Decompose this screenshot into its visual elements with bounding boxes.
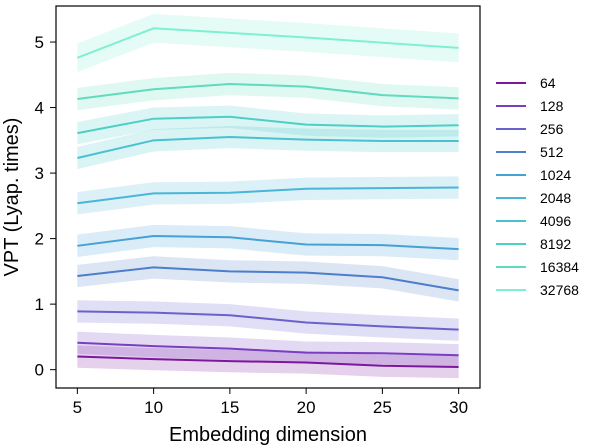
band-4096 — [77, 125, 459, 170]
line-1024 — [77, 234, 459, 251]
line-256 — [77, 310, 459, 331]
legend-label: 64 — [540, 75, 556, 91]
x-tick-label: 5 — [73, 398, 82, 417]
band-1024 — [77, 224, 459, 261]
y-tick-label: 5 — [35, 33, 44, 52]
band-512 — [77, 256, 459, 302]
legend-item-8192: 8192 — [496, 236, 571, 252]
y-tick-label: 2 — [35, 230, 44, 249]
line-512 — [77, 266, 459, 292]
legend-item-64: 64 — [496, 75, 556, 91]
line-4096 — [77, 136, 459, 159]
plot-frame — [55, 5, 481, 389]
band-128 — [77, 331, 459, 367]
band-256 — [77, 300, 459, 341]
legend-label: 128 — [540, 98, 564, 114]
series-lines — [76, 27, 459, 369]
y-tick-label: 3 — [35, 164, 44, 183]
x-tick-label: 15 — [220, 398, 239, 417]
legend-item-128: 128 — [496, 98, 564, 114]
line-16384 — [77, 82, 459, 101]
legend-item-2048: 2048 — [496, 190, 571, 206]
line-2048 — [77, 186, 459, 205]
confidence-bands — [77, 13, 459, 379]
legend-item-4096: 4096 — [496, 213, 571, 229]
line-8192 — [77, 115, 459, 135]
band-8192 — [77, 105, 459, 145]
y-tick-label: 0 — [35, 361, 44, 380]
legend-item-32768: 32768 — [496, 282, 579, 298]
x-tick-label: 20 — [297, 398, 316, 417]
x-axis-label: Embedding dimension — [169, 424, 367, 446]
legend-label: 2048 — [540, 190, 571, 206]
y-tick-label: 4 — [35, 99, 44, 118]
legend-label: 512 — [540, 144, 564, 160]
line-64 — [77, 355, 459, 369]
y-axis-label: VPT (Lyap. times) — [1, 118, 23, 277]
y-axis-ticks: 0 1 2 3 4 5 — [35, 33, 56, 380]
legend: 64 128 256 512 1024 2048 4096 8192 16384 32768 — [496, 75, 579, 298]
legend-label: 8192 — [540, 236, 571, 252]
legend-label: 1024 — [540, 167, 571, 183]
x-tick-label: 10 — [144, 398, 163, 417]
band-2048 — [77, 176, 459, 215]
legend-item-256: 256 — [496, 121, 564, 137]
legend-label: 16384 — [540, 259, 579, 275]
legend-item-1024: 1024 — [496, 167, 571, 183]
x-axis-ticks: 5 10 15 20 25 30 — [73, 388, 468, 417]
line-32768 — [76, 27, 459, 59]
legend-label: 256 — [540, 121, 564, 137]
legend-label: 4096 — [540, 213, 571, 229]
legend-item-512: 512 — [496, 144, 564, 160]
y-tick-label: 1 — [35, 295, 44, 314]
x-tick-label: 30 — [449, 398, 468, 417]
line-128 — [77, 341, 459, 357]
legend-item-16384: 16384 — [496, 259, 579, 275]
band-16384 — [77, 72, 459, 111]
legend-label: 32768 — [540, 282, 579, 298]
x-tick-label: 25 — [373, 398, 392, 417]
